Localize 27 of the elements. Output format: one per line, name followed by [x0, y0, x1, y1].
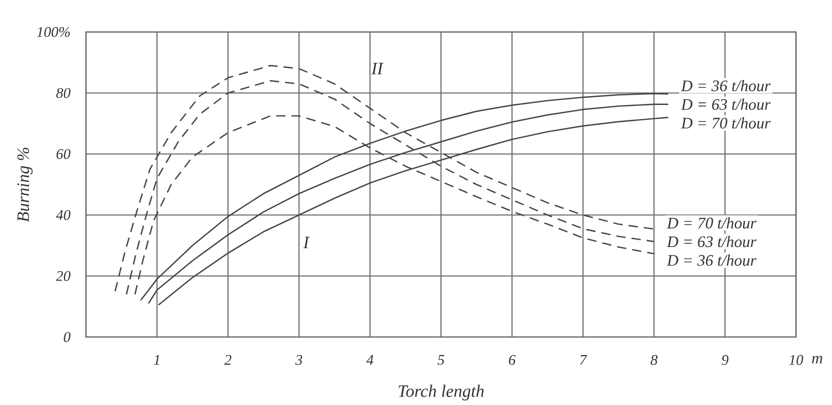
x-tick-label: 8 — [650, 355, 658, 365]
y-tick-label: 20 — [56, 271, 70, 281]
series-label: D = 36 t/hour — [666, 254, 756, 266]
y-tick-label: 80 — [56, 88, 70, 98]
annotation: I — [303, 236, 310, 248]
series-label: D = 63 t/hour — [666, 236, 756, 248]
x-tick-label: 9 — [722, 355, 728, 365]
x-axis-title: Torch length — [398, 384, 484, 400]
y-tick-label: 0 — [64, 332, 70, 342]
y-tick-label: 40 — [56, 210, 70, 220]
series-label: D = 70 t/hour — [666, 217, 756, 229]
y-tick-label: 60 — [56, 149, 70, 159]
series-label: D = 36 t/hour — [680, 80, 771, 92]
y-axis-title: Burning % — [17, 148, 33, 222]
annotation: II — [371, 62, 384, 74]
series-label: D = 70 t/hour — [680, 117, 771, 129]
x-tick-label: 1 — [154, 355, 160, 365]
x-tick-label: 10 — [789, 355, 804, 365]
series-label: D = 63 t/hour — [680, 98, 771, 110]
x-tick-label: 5 — [438, 355, 444, 365]
x-tick-label: 2 — [224, 355, 232, 365]
x-tick-label: 7 — [580, 355, 588, 365]
text: m — [812, 356, 822, 364]
x-tick-label: 6 — [508, 355, 516, 365]
y-tick-label: 100% — [36, 27, 70, 37]
x-tick-label: 4 — [366, 355, 374, 365]
x-tick-label: 3 — [295, 355, 302, 365]
